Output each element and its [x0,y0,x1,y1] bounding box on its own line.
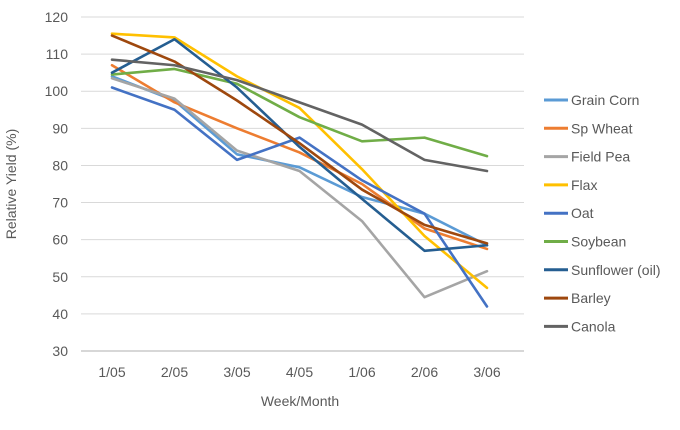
x-tick-label: 3/06 [473,364,500,380]
series-line-field-pea [110,76,489,299]
y-tick-label: 40 [52,306,68,322]
series-line-oat [110,86,489,308]
legend-label: Canola [571,318,616,334]
x-tick-label: 2/05 [161,364,188,380]
x-tick-label: 1/06 [348,364,375,380]
legend-label: Barley [571,290,611,306]
legend: Grain Corn Sp Wheat Field Pea Flax Oat Soybea… [544,92,660,334]
legend-item-canola: Canola [544,318,616,334]
x-tick-label: 1/05 [98,364,125,380]
legend-item-barley: Barley [544,290,611,306]
legend-item-flax: Flax [544,177,597,193]
y-tick-label: 80 [52,157,68,173]
legend-label: Field Pea [571,149,630,165]
legend-item-field-pea: Field Pea [544,149,630,165]
series-line-canola [110,58,489,173]
y-axis-title: Relative Yield (%) [3,129,19,240]
series-line-flax [110,32,489,290]
series-line-sp-wheat [110,63,489,251]
series-line-soybean [110,67,489,158]
y-tick-label: 120 [45,9,69,25]
y-tick-label: 90 [52,120,68,136]
y-tick-label: 70 [52,195,68,211]
y-tick-label: 100 [45,83,69,99]
y-tick-label: 110 [46,46,69,62]
legend-label: Grain Corn [571,92,639,108]
legend-item-oat: Oat [544,205,594,221]
gridlines [81,16,524,352]
legend-label: Sunflower (oil) [571,262,660,278]
legend-label: Flax [571,177,597,193]
y-tick-label: 30 [52,343,68,359]
legend-item-sp-wheat: Sp Wheat [544,120,633,136]
y-tick-label: 50 [52,269,68,285]
legend-item-soybean: Soybean [544,234,626,250]
legend-label: Sp Wheat [571,120,633,136]
x-tick-label: 3/05 [223,364,250,380]
legend-label: Oat [571,205,594,221]
x-axis-title: Week/Month [261,393,339,409]
x-tick-label: 4/05 [286,364,313,380]
legend-item-sunflower-oil-: Sunflower (oil) [544,262,660,278]
y-tick-label: 60 [52,232,68,248]
series-lines [110,32,489,308]
legend-item-grain-corn: Grain Corn [544,92,639,108]
legend-label: Soybean [571,234,626,250]
series-line-sunflower-oil- [110,37,489,253]
x-tick-label: 2/06 [411,364,438,380]
series-line-barley [110,34,489,245]
axis-labels: 30 40 50 60 70 80 90 100 110 120 1/05 2/05 3/05 4/05 1… [45,9,501,380]
